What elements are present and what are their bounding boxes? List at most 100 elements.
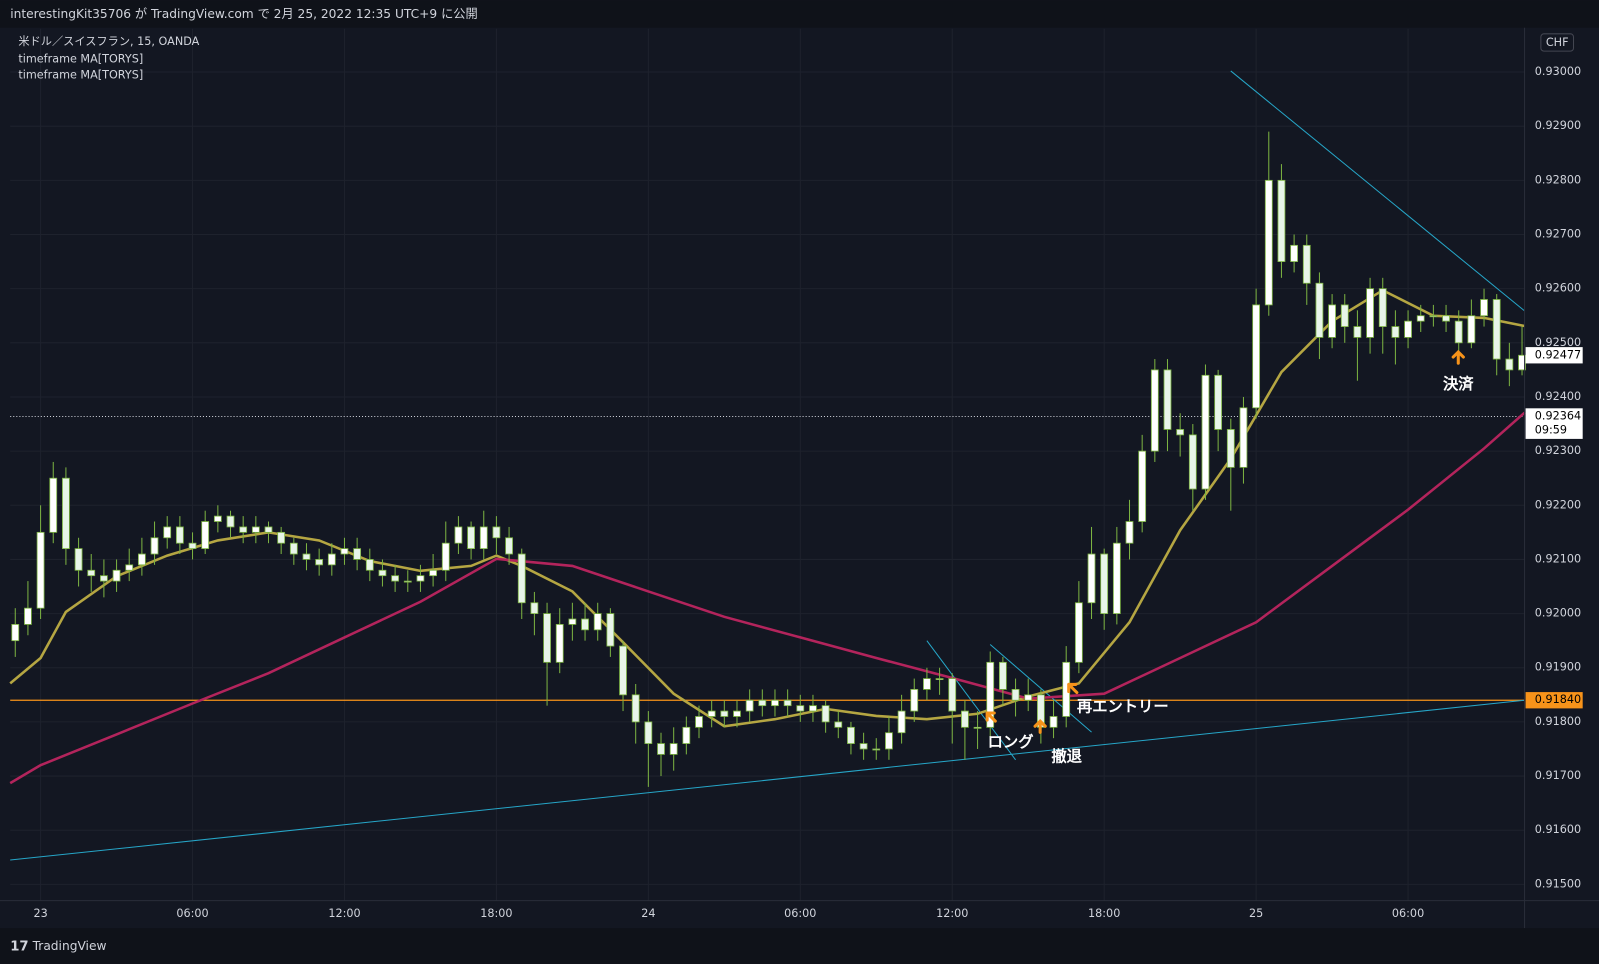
candle-body — [1074, 602, 1083, 663]
candle-body — [998, 661, 1007, 690]
trend-line — [926, 640, 1016, 761]
x-tick-label: 25 — [1249, 907, 1263, 920]
candle-body — [87, 569, 96, 577]
candle-body — [74, 548, 83, 571]
countdown-price: 0.92364 — [1535, 409, 1581, 422]
candle-body — [885, 732, 893, 750]
candle-body — [264, 526, 273, 533]
candle-body — [1264, 179, 1273, 306]
candle-body — [327, 553, 336, 566]
candle-body — [973, 726, 982, 729]
candle-body — [492, 526, 501, 539]
candle-body — [1252, 304, 1261, 409]
candle-body — [201, 521, 210, 550]
candle-body — [467, 526, 475, 550]
logo-mark: 17 — [10, 940, 28, 955]
y-tick-label: 0.92800 — [1535, 173, 1581, 186]
candle-body — [302, 553, 311, 560]
candle-body — [859, 743, 868, 750]
candle-body — [416, 575, 425, 582]
x-tick-label: 06:00 — [784, 907, 816, 920]
x-tick-label: 06:00 — [176, 907, 208, 920]
candle-body — [1416, 315, 1425, 322]
candle-body — [403, 580, 412, 583]
candle-body — [1340, 304, 1349, 327]
trend-line — [989, 644, 1092, 733]
candle-body — [391, 575, 400, 582]
candle-body — [150, 537, 159, 555]
candle-body — [1125, 521, 1134, 544]
candle-body — [429, 569, 437, 577]
candle-body — [961, 710, 969, 728]
price-label-box — [1525, 692, 1583, 709]
candle-body — [36, 531, 45, 609]
currency-box[interactable] — [1540, 33, 1575, 52]
candle-body — [100, 575, 108, 582]
candle-body — [657, 743, 665, 755]
candle-body — [606, 613, 615, 647]
price-label: 0.91840 — [1535, 693, 1581, 706]
candle-body — [771, 699, 779, 707]
candle-body — [809, 705, 817, 712]
y-tick-label: 0.92400 — [1535, 390, 1581, 403]
candle-body — [695, 716, 703, 728]
y-tick-label: 0.92100 — [1535, 552, 1581, 565]
candle-body — [555, 624, 564, 663]
candle-body — [1505, 358, 1514, 371]
candle-body — [783, 699, 792, 707]
y-tick-label: 0.92600 — [1535, 282, 1581, 295]
candle-body — [1366, 288, 1374, 338]
candle-body — [948, 678, 957, 712]
plot — [9, 70, 1526, 861]
header-text: interestingKit35706 が TradingView.com で … — [10, 6, 478, 21]
y-tick-label: 0.91600 — [1535, 823, 1581, 836]
annotation: 決済 — [1443, 375, 1474, 393]
candle-body — [821, 705, 830, 723]
candle-body — [340, 548, 349, 555]
legend-entry[interactable]: timeframe MA[TORYS] — [18, 69, 143, 82]
candle-body — [1201, 374, 1210, 490]
candle-body — [365, 559, 374, 571]
countdown-box — [1525, 408, 1583, 439]
x-tick-label: 18:00 — [480, 907, 512, 920]
x-tick-label: 18:00 — [1088, 907, 1120, 920]
candle-body — [986, 661, 995, 728]
candle-body — [226, 515, 235, 528]
header-bar — [0, 0, 1599, 28]
arrow — [1033, 718, 1047, 734]
y-tick-label: 0.91500 — [1535, 877, 1581, 890]
arrow — [1067, 682, 1079, 695]
y-tick-label: 0.91800 — [1535, 715, 1581, 728]
legend-entry[interactable]: timeframe MA[TORYS] — [18, 52, 143, 65]
x-tick-label: 06:00 — [1392, 907, 1424, 920]
arrow — [1451, 349, 1465, 365]
brand[interactable]: TradingView — [32, 939, 107, 953]
candle-body — [49, 477, 58, 533]
candle-body — [1467, 315, 1476, 344]
candle-body — [353, 548, 362, 560]
candle-body — [935, 678, 944, 681]
arrow — [985, 711, 997, 723]
candle-body — [137, 553, 146, 566]
candle-body — [163, 526, 172, 539]
candle-body — [188, 542, 197, 550]
candle-body — [1188, 434, 1197, 490]
y-tick-label: 0.92200 — [1535, 498, 1581, 511]
candle-body — [1315, 282, 1324, 338]
candle-body — [923, 678, 931, 690]
candle-body — [1024, 694, 1033, 701]
candle-body — [505, 537, 513, 555]
candle-body — [1150, 369, 1159, 452]
y-tick-label: 0.93000 — [1535, 65, 1581, 78]
currency-label[interactable]: CHF — [1546, 36, 1569, 49]
symbol-title: 米ドル／スイスフラン, 15, OANDA — [18, 35, 199, 48]
candle-body — [1277, 179, 1286, 262]
y-tick-label: 0.92900 — [1535, 119, 1581, 132]
candle-body — [1353, 326, 1362, 338]
candle-body — [517, 553, 526, 604]
y-tick-label: 0.92700 — [1535, 228, 1581, 241]
signal-arrows — [985, 349, 1465, 734]
y-tick-label: 0.92300 — [1535, 444, 1581, 457]
candle-body — [1226, 429, 1235, 468]
